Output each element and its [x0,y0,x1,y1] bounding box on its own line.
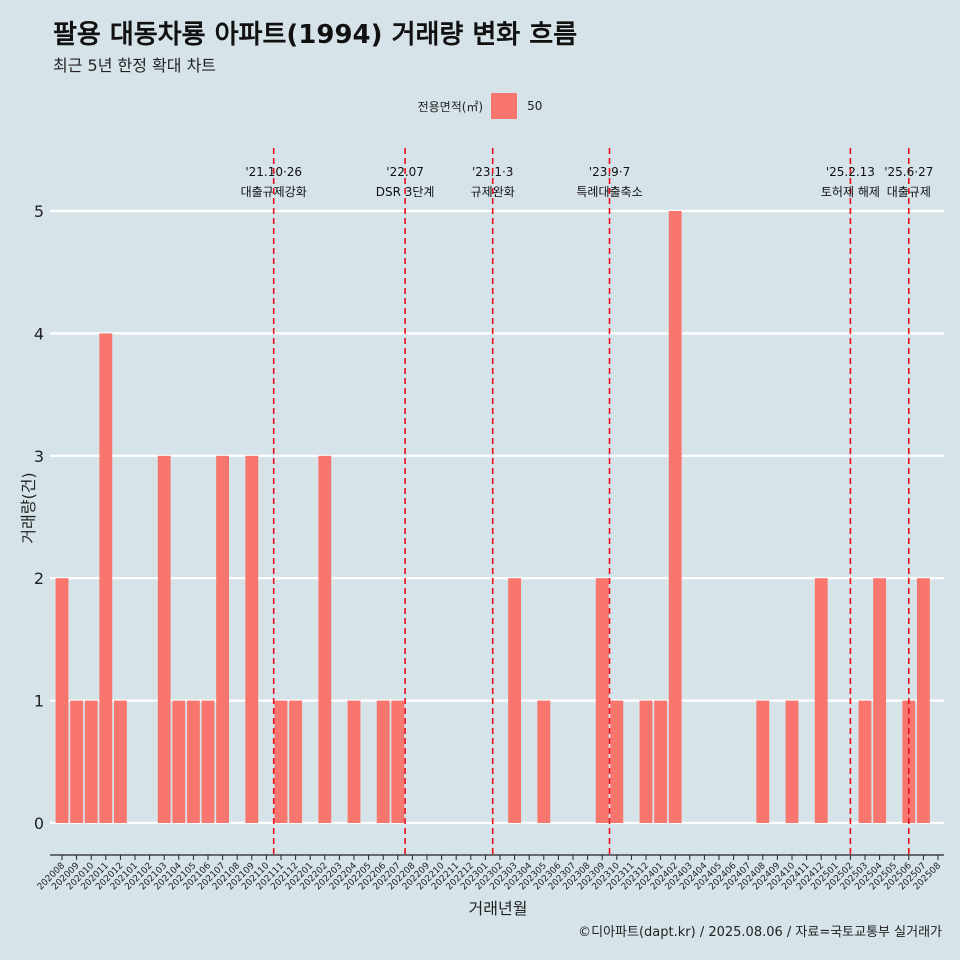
bar [186,700,200,823]
bar [858,700,872,823]
bar [318,455,332,823]
event-label: 규제완화 [471,185,515,199]
event-label: DSR 3단계 [376,185,435,199]
bar [639,700,653,823]
bar [70,700,84,823]
bar [376,700,390,823]
bar [347,700,361,823]
legend: 전용면적(㎡) 50 [0,93,960,119]
event-label: 대출규제 [887,185,931,199]
bar [537,700,551,823]
bar [216,455,230,823]
event-date: '25.6·27 [884,165,933,179]
y-tick-label: 2 [34,569,44,588]
chart-subtitle: 최근 5년 한정 확대 차트 [53,56,217,75]
chart-title: 팔용 대동차룡 아파트(1994) 거래량 변화 흐름 [53,20,578,50]
bar [595,578,609,823]
bar [508,578,522,823]
event-date: '22.07 [386,165,424,179]
bar [157,455,171,823]
bar [391,700,405,823]
bar [610,700,624,823]
bar [201,700,215,823]
chart-caption: ©디아파트(dapt.kr) / 2025.08.06 / 자료=국토교통부 실… [578,925,942,940]
event-label: 특례대출축소 [576,185,642,199]
x-axis-title: 거래년월 [469,899,528,918]
bar [99,333,113,823]
event-date: '23.9·7 [589,165,630,179]
y-tick-label: 4 [34,324,44,343]
bar [55,578,69,823]
event-date: '25.2.13 [826,165,875,179]
y-tick-label: 0 [34,814,44,833]
y-tick-label: 5 [34,202,44,221]
event-label: 대출규제강화 [241,185,307,199]
bar [84,700,98,823]
bar [245,455,259,823]
event-date: '21.10·26 [245,165,302,179]
bar [916,578,930,823]
bar [668,211,682,823]
bar [289,700,303,823]
y-tick-label: 3 [34,447,44,466]
event-date: '23.1·3 [472,165,513,179]
legend-swatch [491,93,518,119]
legend-label: 50 [527,99,543,113]
bar [274,700,288,823]
legend-title: 전용면적(㎡) [417,99,484,114]
y-axis-title: 거래량(건) [19,472,38,543]
y-tick-label: 1 [34,692,44,711]
bar [873,578,887,823]
bar [113,700,127,823]
bar [172,700,186,823]
bar [814,578,828,823]
bar [756,700,770,823]
bar [654,700,668,823]
event-label: 토허제 해제 [821,185,880,199]
bar [785,700,799,823]
